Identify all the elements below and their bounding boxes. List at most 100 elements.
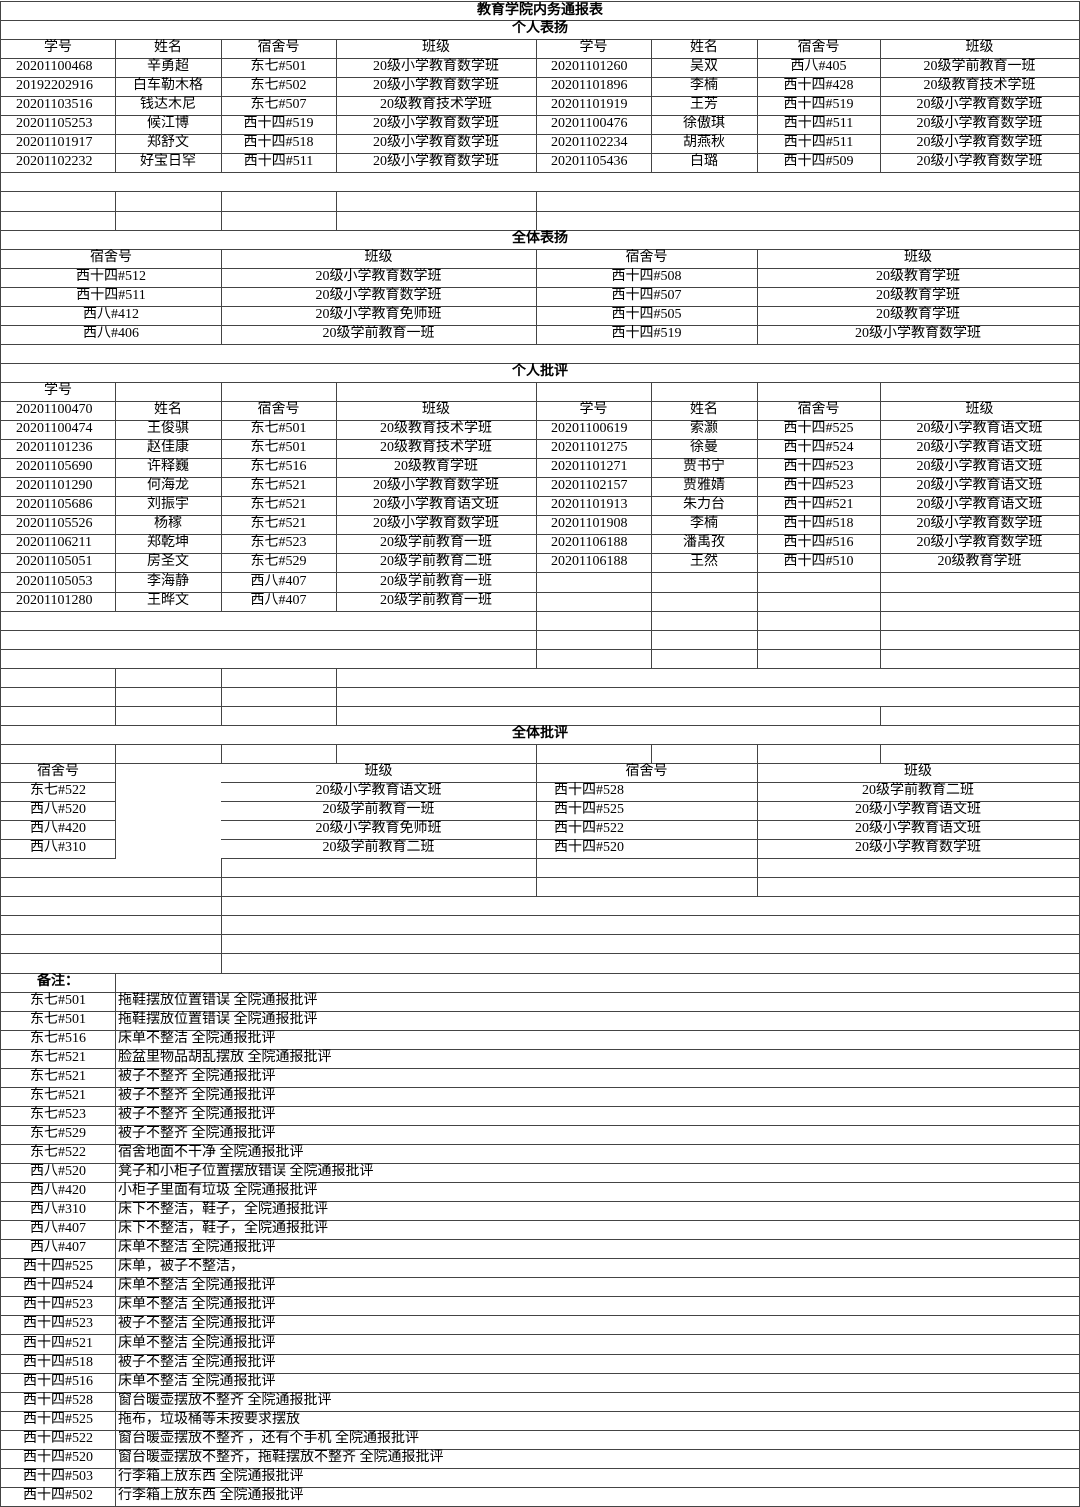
cell: 20级小学教育数学班 (221, 267, 537, 288)
cell: 辛勇超 (115, 58, 222, 79)
empty-cell (536, 743, 652, 764)
cell: 徐傲琪 (651, 115, 758, 136)
cell: 20级小学教育数学班 (336, 58, 537, 79)
empty-cell (0, 858, 222, 879)
empty-cell (221, 382, 337, 403)
empty-cell (0, 896, 222, 917)
empty-cell (115, 743, 222, 764)
cell: 东七#522 (0, 782, 116, 803)
cell: 王芳 (651, 96, 758, 117)
cell: 20201105053 (0, 572, 116, 593)
cell: 王俊骐 (115, 420, 222, 441)
column-header: 宿舍号 (757, 401, 881, 422)
empty-cell (336, 705, 881, 726)
empty-cell (880, 743, 1080, 764)
cell: 赵佳康 (115, 439, 222, 460)
cell: 西十四#516 (757, 534, 881, 555)
empty-cell (115, 972, 1080, 993)
column-header: 班级 (880, 39, 1080, 60)
cell: 20级小学教育数学班 (336, 134, 537, 155)
cell: 李楠 (651, 77, 758, 98)
cell: 20201102234 (536, 134, 652, 155)
cell: 20级学前教育二班 (757, 782, 1080, 803)
note-dorm: 西十四#520 (0, 1448, 116, 1469)
cell: 20级小学教育语文班 (880, 420, 1080, 441)
empty-cell (757, 629, 881, 650)
cell: 20201105051 (0, 553, 116, 574)
note-dorm: 东七#523 (0, 1105, 116, 1126)
empty-cell (536, 610, 652, 631)
cell: 西八#412 (0, 305, 222, 326)
note-dorm: 西十四#516 (0, 1372, 116, 1393)
empty-cell (536, 382, 652, 403)
empty-cell (0, 743, 116, 764)
cell: 20级小学教育数学班 (880, 534, 1080, 555)
cell: 东七#501 (221, 420, 337, 441)
cell: 好宝日罕 (115, 153, 222, 174)
cell: 西十四#509 (757, 153, 881, 174)
cell: 房圣文 (115, 553, 222, 574)
cell: 何海龙 (115, 477, 222, 498)
cell: 西十四#508 (536, 267, 758, 288)
column-header: 班级 (757, 248, 1080, 269)
column-header: 宿舍号 (536, 248, 758, 269)
cell: 西十四#519 (757, 96, 881, 117)
section-heading: 全体批评 (0, 724, 1080, 745)
empty-cell (757, 610, 881, 631)
note-dorm: 西十四#528 (0, 1391, 116, 1412)
empty-cell (757, 648, 881, 669)
cell: 白车勒木格 (115, 77, 222, 98)
note-dorm: 西十四#523 (0, 1296, 116, 1317)
cell: 20201100474 (0, 420, 116, 441)
cell: 20级学前教育二班 (336, 553, 537, 574)
cell: 西十四#519 (536, 324, 758, 345)
empty-cell (0, 629, 537, 650)
cell: 西十四#512 (0, 267, 222, 288)
cell: 候江博 (115, 115, 222, 136)
column-header: 姓名 (651, 39, 758, 60)
cell: 20级小学教育语文班 (880, 496, 1080, 517)
cell: 20201105526 (0, 515, 116, 536)
cell: 20级小学教育语文班 (880, 439, 1080, 460)
section-heading: 个人表扬 (0, 20, 1080, 41)
column-header: 宿舍号 (536, 763, 758, 784)
cell: 西十四#511 (757, 134, 881, 155)
cell: 东七#523 (221, 534, 337, 555)
note-text: 被子不整洁 全院通报批评 (115, 1315, 1080, 1336)
empty-cell (115, 210, 222, 231)
section-heading: 全体表扬 (0, 229, 1080, 250)
cell: 20201106188 (536, 553, 652, 574)
cell: 潘禹孜 (651, 534, 758, 555)
cell: 20级小学教育数学班 (336, 477, 537, 498)
cell: 20级小学教育语文班 (880, 458, 1080, 479)
empty-cell (757, 382, 881, 403)
cell: 20201105253 (0, 115, 116, 136)
cell: 白璐 (651, 153, 758, 174)
empty-cell (0, 172, 1080, 193)
empty-cell (115, 705, 222, 726)
column-header: 宿舍号 (221, 401, 337, 422)
cell: 20级教育学班 (757, 267, 1080, 288)
cell: 20级学前教育二班 (221, 839, 537, 860)
empty-cell (651, 572, 758, 593)
cell: 20级学前教育一班 (880, 58, 1080, 79)
note-text: 被子不整齐 全院通报批评 (115, 1124, 1080, 1145)
note-dorm: 西八#520 (0, 1163, 116, 1184)
cell: 钱达木尼 (115, 96, 222, 117)
empty-cell (115, 686, 222, 707)
cell: 20201100468 (0, 58, 116, 79)
empty-cell (880, 382, 1080, 403)
empty-cell (757, 572, 881, 593)
cell: 20201105686 (0, 496, 116, 517)
cell: 20级教育技术学班 (336, 439, 537, 460)
cell: 东七#521 (221, 515, 337, 536)
cell: 20级学前教育一班 (336, 591, 537, 612)
empty-cell (651, 648, 758, 669)
cell: 20级学前教育一班 (336, 572, 537, 593)
empty-cell (221, 953, 1080, 974)
note-dorm: 西十四#525 (0, 1258, 116, 1279)
note-text: 床下不整洁，鞋子，全院通报批评 (115, 1220, 1080, 1241)
note-text: 被子不整齐 全院通报批评 (115, 1067, 1080, 1088)
cell: 20201101896 (536, 77, 652, 98)
